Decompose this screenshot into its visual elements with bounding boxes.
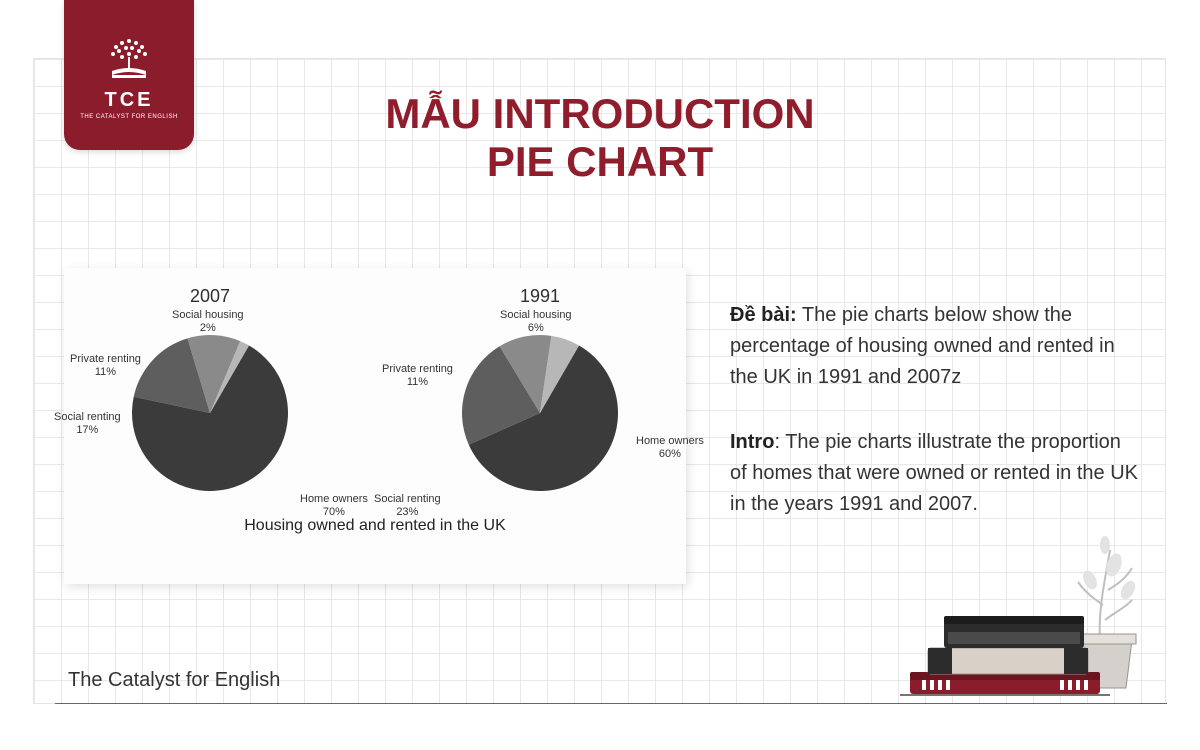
pie-block: 1991 Home owners60%Social renting23%Priva… [420,286,660,493]
pie-segment-label: Private renting11% [70,353,141,378]
text-column: Đề bài: The pie charts below show the pe… [730,300,1140,520]
pie-wrap: Home owners70%Social renting17%Private r… [130,333,290,493]
intro-label: Intro [730,431,774,453]
books-plant-illustration [900,520,1160,720]
prompt-label: Đề bài: [730,304,797,326]
pie-wrap: Home owners60%Social renting23%Private r… [460,333,620,493]
title-line-1: MẪU INTRODUCTION [0,90,1200,138]
pie-block: 2007 Home owners70%Social renting17%Priva… [90,286,330,493]
title-line-2: PIE CHART [0,138,1200,186]
pie-chart [130,333,290,493]
footer-text: The Catalyst for English [68,669,280,692]
chart-card: 2007 Home owners70%Social renting17%Priva… [64,268,686,584]
chart-caption: Housing owned and rented in the UK [244,517,506,535]
pie-segment-label: Private renting11% [382,363,453,388]
pie-segment-label: Social renting23% [374,493,441,518]
prompt-paragraph: Đề bài: The pie charts below show the pe… [730,300,1140,393]
pie-segment-label: Social renting17% [54,411,121,436]
pie-chart [460,333,620,493]
intro-paragraph: Intro: The pie charts illustrate the pro… [730,427,1140,520]
tree-icon [102,31,156,83]
pies-row: 2007 Home owners70%Social renting17%Priva… [64,286,686,493]
pie-segment-label: Social housing2% [172,309,244,334]
pie-segment-label: Home owners60% [636,435,704,460]
intro-text: : The pie charts illustrate the proporti… [730,431,1138,515]
page-title: MẪU INTRODUCTION PIE CHART [0,90,1200,187]
pie-segment-label: Social housing6% [500,309,572,334]
pie-year: 2007 [90,286,330,307]
pie-year: 1991 [420,286,660,307]
pie-segment-label: Home owners70% [300,493,368,518]
